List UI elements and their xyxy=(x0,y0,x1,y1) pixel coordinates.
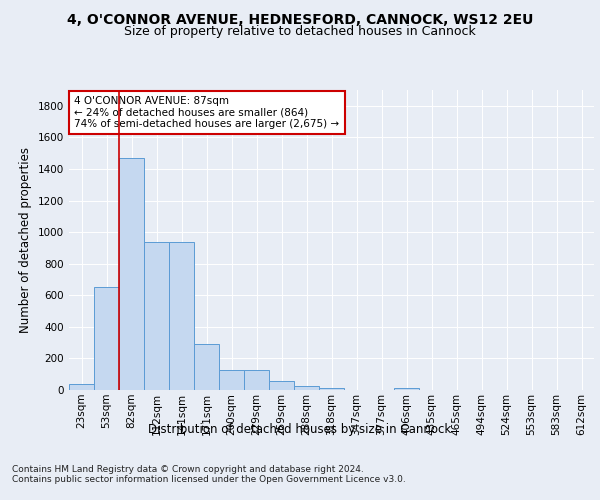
Bar xyxy=(194,344,219,390)
Bar xyxy=(294,386,319,390)
Y-axis label: Number of detached properties: Number of detached properties xyxy=(19,147,32,333)
Text: 4, O'CONNOR AVENUE, HEDNESFORD, CANNOCK, WS12 2EU: 4, O'CONNOR AVENUE, HEDNESFORD, CANNOCK,… xyxy=(67,12,533,26)
Bar xyxy=(144,242,169,390)
Text: Distribution of detached houses by size in Cannock: Distribution of detached houses by size … xyxy=(148,422,452,436)
Bar xyxy=(169,242,194,390)
Text: 4 O'CONNOR AVENUE: 87sqm
← 24% of detached houses are smaller (864)
74% of semi-: 4 O'CONNOR AVENUE: 87sqm ← 24% of detach… xyxy=(74,96,340,129)
Text: Size of property relative to detached houses in Cannock: Size of property relative to detached ho… xyxy=(124,25,476,38)
Bar xyxy=(69,384,94,390)
Bar xyxy=(219,370,244,390)
Bar xyxy=(319,388,344,390)
Bar xyxy=(269,380,294,390)
Text: Contains HM Land Registry data © Crown copyright and database right 2024.
Contai: Contains HM Land Registry data © Crown c… xyxy=(12,465,406,484)
Bar xyxy=(244,370,269,390)
Bar xyxy=(394,388,419,390)
Bar xyxy=(119,158,144,390)
Bar xyxy=(94,288,119,390)
